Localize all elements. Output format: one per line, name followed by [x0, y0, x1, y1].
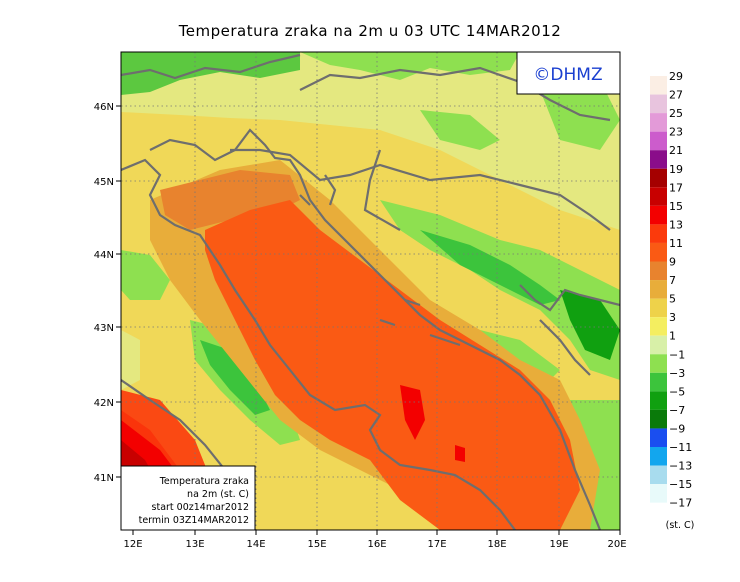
info-line: na 2m (st. C) — [187, 489, 249, 500]
lon-label: 17E — [427, 539, 446, 550]
legend-swatch — [650, 391, 667, 410]
legend-swatch — [650, 261, 667, 281]
lat-label: 42N — [94, 398, 114, 409]
legend-label: 9 — [669, 256, 676, 269]
lon-label: 14E — [246, 539, 265, 550]
legend-label: 5 — [669, 293, 676, 306]
legend-label: 3 — [669, 311, 676, 324]
legend-swatch — [650, 428, 667, 447]
axis-ticks — [116, 105, 621, 535]
legend-swatch — [650, 224, 667, 243]
legend-swatch — [650, 484, 667, 503]
legend-swatch — [650, 150, 667, 169]
legend-label: 19 — [669, 163, 683, 176]
legend-label: −11 — [669, 441, 692, 454]
lat-label: 43N — [94, 323, 114, 334]
legend-swatch — [650, 242, 667, 262]
lon-label: 18E — [487, 539, 506, 550]
legend-label: −7 — [669, 404, 685, 417]
legend-swatch — [650, 76, 667, 95]
legend-swatch — [650, 409, 667, 429]
legend-unit-label: (st. C) — [666, 520, 695, 531]
coastlines-and-borders — [121, 53, 620, 530]
info-line: start 00z14mar2012 — [152, 502, 249, 513]
lat-label: 46N — [94, 102, 114, 113]
legend-swatch — [650, 372, 667, 392]
legend-swatch — [650, 94, 667, 114]
map-title: Temperatura zraka na 2m u 03 UTC 14MAR20… — [178, 22, 562, 40]
legend-label: −15 — [669, 478, 692, 491]
legend-swatch — [650, 168, 667, 188]
lon-label: 16E — [367, 539, 386, 550]
lat-label: 45N — [94, 177, 114, 188]
legend-swatch — [650, 447, 667, 466]
legend-swatch — [650, 131, 667, 151]
copyright-label: ©DHMZ — [533, 65, 602, 85]
graticule — [121, 52, 620, 530]
legend-label: 15 — [669, 200, 683, 213]
legend-label: 25 — [669, 107, 683, 120]
lon-label: 15E — [307, 539, 326, 550]
temperature-field — [121, 52, 620, 530]
info-line: Temperatura zraka — [159, 476, 249, 487]
lon-label: 12E — [123, 539, 142, 550]
copyright-box: ©DHMZ — [516, 51, 621, 95]
legend-label: 17 — [669, 181, 683, 194]
legend-label: 11 — [669, 237, 683, 250]
legend-label: −3 — [669, 367, 685, 380]
legend-label: −17 — [669, 497, 692, 510]
legend-swatch — [650, 317, 667, 336]
legend-label: 29 — [669, 70, 683, 83]
legend-label: 7 — [669, 274, 676, 287]
legend-swatch — [650, 205, 667, 225]
lon-label: 20E — [607, 539, 626, 550]
legend-swatch — [650, 354, 667, 373]
legend-swatch — [650, 298, 667, 318]
lat-label: 41N — [94, 473, 114, 484]
legend-swatch — [650, 465, 667, 485]
legend-swatch — [650, 280, 667, 299]
legend-swatch — [650, 187, 667, 206]
info-box: Temperatura zraka na 2m (st. C) start 00… — [120, 465, 256, 531]
legend-label: 27 — [669, 89, 683, 102]
lat-label: 44N — [94, 250, 114, 261]
legend-label: −13 — [669, 460, 692, 473]
legend-label: 23 — [669, 126, 683, 139]
lon-label: 19E — [549, 539, 568, 550]
legend-label: −9 — [669, 422, 685, 435]
legend-label: 21 — [669, 144, 683, 157]
legend-label: −1 — [669, 348, 685, 361]
info-line: termin 03Z14MAR2012 — [139, 515, 249, 526]
color-legend: 29 27 25 23 21 19 17 15 13 11 9 7 5 3 1 −1 −3 −5 −7 −9 −11 −1… — [650, 70, 692, 510]
legend-label: 13 — [669, 218, 683, 231]
map-frame — [120, 51, 621, 531]
legend-swatch — [650, 113, 667, 132]
legend-label: 1 — [669, 330, 676, 343]
legend-swatch — [650, 335, 667, 355]
lon-label: 13E — [185, 539, 204, 550]
legend-label: −5 — [669, 385, 685, 398]
